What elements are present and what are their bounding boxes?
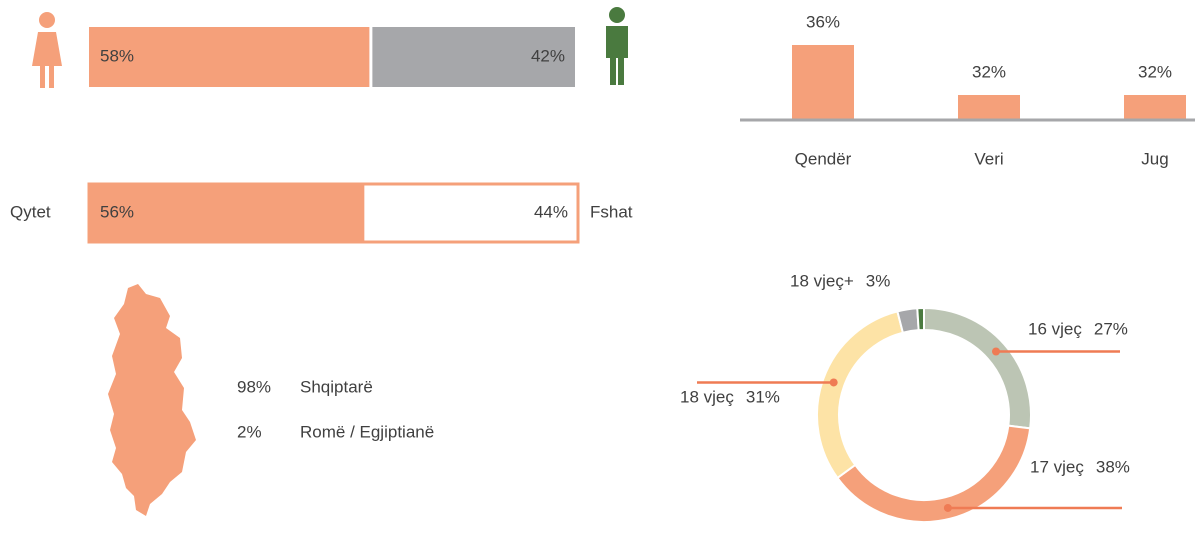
value-label: 32%	[972, 62, 1006, 81]
value-label: 27%	[1094, 319, 1128, 338]
bar-segment	[372, 27, 575, 87]
leader-dot	[992, 347, 1001, 356]
value-label: 42%	[531, 46, 565, 65]
value-label: 38%	[1096, 457, 1130, 476]
female-icon	[32, 12, 62, 88]
bar-segment	[89, 27, 370, 87]
bar-segment	[361, 182, 580, 244]
value-label: 3%	[866, 271, 891, 290]
category-label: Fshat	[590, 202, 633, 221]
value-label: 56%	[100, 202, 134, 221]
donut-segment	[923, 306, 1032, 430]
category-label: 18 vjeç	[680, 387, 734, 406]
x-tick-label: Jug	[1141, 149, 1168, 168]
leader-dot	[829, 378, 838, 387]
category-label: 17 vjeç	[1030, 457, 1084, 476]
value-label: 32%	[1138, 62, 1172, 81]
albania-map	[108, 284, 196, 516]
value-label: 36%	[806, 12, 840, 31]
bar	[1124, 95, 1186, 120]
donut-segment	[816, 310, 905, 480]
category-label: Romë / Egjiptianë	[300, 422, 434, 441]
value-label: 2%	[237, 422, 262, 441]
category-label: 16 vjeç	[1028, 319, 1082, 338]
bar-segment	[87, 182, 365, 244]
value-label: 98%	[237, 377, 271, 396]
bar	[792, 45, 854, 120]
x-tick-label: Veri	[974, 149, 1003, 168]
value-label: 31%	[746, 387, 780, 406]
category-label: Shqiptarë	[300, 377, 373, 396]
leader-dot	[943, 503, 952, 512]
donut-segment	[916, 306, 925, 332]
x-tick-label: Qendër	[795, 149, 852, 168]
value-label: 44%	[534, 202, 568, 221]
bar	[958, 95, 1020, 120]
male-icon	[606, 7, 628, 85]
category-label: Qytet	[10, 202, 51, 221]
value-label: 58%	[100, 46, 134, 65]
category-label: 18 vjeç+	[790, 271, 854, 290]
